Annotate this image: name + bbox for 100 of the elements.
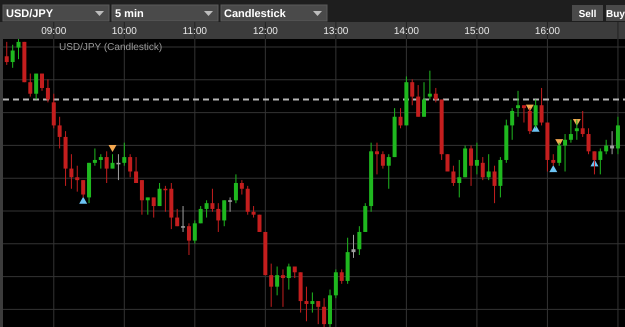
x-tick-label: 14:00 — [394, 26, 420, 37]
candlestick — [222, 200, 226, 227]
candlestick — [451, 165, 456, 186]
x-tick-label: 11:00 — [182, 26, 208, 37]
candlestick — [557, 142, 562, 166]
candlestick — [422, 82, 426, 118]
x-tick-label: 12:00 — [252, 26, 278, 37]
candlestick — [275, 266, 280, 296]
candlestick — [457, 159, 462, 198]
candlestick — [204, 200, 209, 218]
candlestick — [52, 93, 56, 129]
candlestick — [410, 78, 414, 106]
x-tick-label: 09:00 — [41, 26, 67, 37]
candlestick — [334, 268, 338, 299]
point — [108, 144, 117, 152]
candlestick — [580, 110, 585, 138]
candlestick — [568, 119, 573, 144]
candlestick — [46, 78, 50, 103]
candlestick — [616, 116, 620, 155]
candlestick — [81, 180, 86, 198]
candlestick — [146, 196, 150, 216]
candlestick — [4, 41, 9, 66]
candlestick — [181, 206, 186, 232]
candlestick — [304, 286, 308, 322]
candlestick — [75, 165, 80, 192]
candlestick — [528, 108, 532, 135]
candlestick — [280, 268, 285, 308]
candlestick — [586, 128, 591, 155]
point — [79, 196, 88, 204]
text: 5 min — [115, 8, 144, 20]
candlestick — [434, 87, 438, 103]
candlestick — [10, 44, 15, 68]
candlestick — [216, 202, 220, 232]
candlestick — [234, 174, 238, 204]
point — [549, 165, 558, 172]
candlestick — [592, 150, 596, 175]
candlestick — [510, 108, 514, 140]
candlestick — [104, 150, 109, 184]
candlestick — [34, 73, 38, 100]
candlestick — [386, 154, 391, 190]
candlestick — [357, 226, 362, 256]
candlestick — [257, 214, 262, 232]
candlestick — [380, 150, 385, 170]
candlestick — [551, 154, 556, 166]
candlestick — [480, 156, 485, 181]
candlestick — [58, 116, 62, 149]
x-tick-label: 13:00 — [323, 26, 349, 37]
candlestick — [69, 154, 74, 190]
candlestick — [534, 98, 538, 129]
candlestick — [140, 180, 144, 216]
candlestick — [428, 70, 432, 100]
candlestick — [598, 148, 602, 175]
candlestick — [122, 142, 126, 166]
candlestick — [128, 154, 132, 178]
text: USD/JPY — [6, 8, 54, 20]
candlestick — [416, 84, 420, 118]
candlestick — [192, 220, 197, 244]
candlestick — [310, 292, 314, 314]
candlestick — [351, 234, 356, 258]
text: Candlestick — [224, 8, 287, 20]
candlestick — [246, 185, 250, 216]
candlestick — [198, 206, 203, 224]
candlestick — [163, 185, 168, 212]
candlestick — [228, 196, 232, 212]
candlestick — [175, 208, 180, 227]
candlestick — [492, 165, 497, 204]
candlestick — [522, 104, 526, 124]
candlestick — [152, 196, 156, 218]
candlestick — [116, 154, 120, 181]
candlestick — [110, 154, 115, 170]
candlestick — [340, 268, 344, 284]
candlestick — [286, 263, 291, 290]
text: Sell — [578, 9, 597, 20]
candlestick — [316, 300, 320, 325]
candlestick — [16, 38, 21, 60]
candlestick — [292, 266, 297, 279]
candlestick — [322, 298, 326, 327]
candlestick — [240, 180, 244, 196]
candlestick — [210, 188, 214, 212]
candlestick — [134, 156, 138, 184]
candlestick — [486, 154, 491, 181]
candlestick — [98, 154, 103, 170]
candlestick — [563, 134, 568, 172]
candlestick — [269, 263, 274, 308]
candlestick — [610, 130, 614, 155]
candlestick — [474, 142, 479, 175]
candlestick — [186, 222, 191, 256]
candlestick — [516, 90, 520, 118]
candlestick — [92, 148, 97, 166]
candlestick — [469, 145, 474, 186]
x-tick-label: 10:00 — [112, 26, 138, 37]
candlestick — [28, 73, 32, 98]
chart-title: USD/JPY (Candlestick) — [59, 42, 162, 53]
candlestick — [158, 182, 162, 207]
x-tick-label: 16:00 — [534, 26, 560, 37]
candlestick — [398, 108, 403, 129]
candlestick — [540, 87, 544, 126]
candlestick — [40, 73, 44, 92]
candlestick — [604, 139, 608, 155]
text: Buy — [606, 9, 625, 20]
